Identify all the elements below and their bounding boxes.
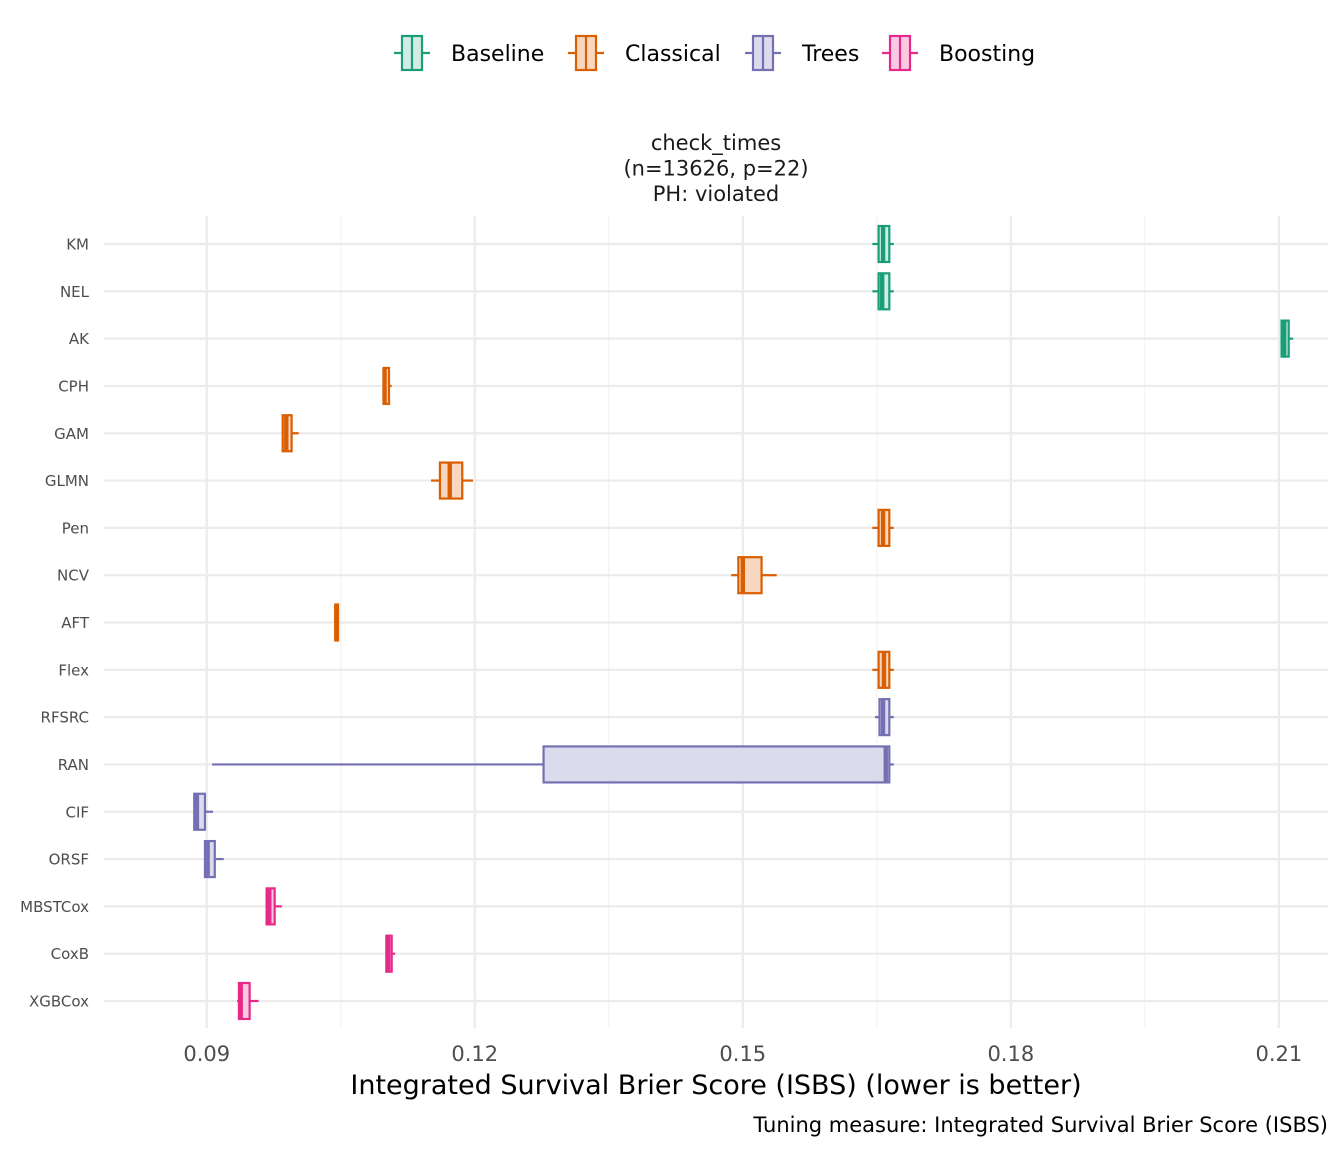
box-ak bbox=[1280, 319, 1294, 358]
legend: Baseline Classical Trees Boosting bbox=[394, 34, 1035, 72]
x-axis-title: Integrated Survival Brier Score (ISBS) (… bbox=[350, 1070, 1081, 1101]
box-coxb bbox=[385, 934, 396, 973]
box-iqr bbox=[203, 839, 216, 879]
y-tick-label: GLMN bbox=[45, 472, 89, 490]
box-ran bbox=[212, 745, 894, 784]
legend-item-classical: Classical bbox=[568, 34, 721, 72]
y-tick-label: XGBCox bbox=[29, 993, 89, 1011]
y-tick-label: RFSRC bbox=[41, 709, 89, 727]
box-glmn bbox=[430, 461, 473, 500]
facet-title-line: (n=13626, p=22) bbox=[623, 157, 808, 181]
box-iqr bbox=[193, 792, 207, 831]
x-tick-label: 0.15 bbox=[719, 1042, 766, 1066]
box-flex bbox=[872, 650, 894, 689]
box-aft bbox=[334, 603, 340, 642]
box-orsf bbox=[203, 839, 224, 879]
y-axis-labels: KM NEL AK CPH GAM GLMN Pen NCV AFT Flex RFSRC RAN CI… bbox=[20, 236, 90, 1011]
y-tick-label: NCV bbox=[57, 567, 90, 585]
legend-label: Baseline bbox=[451, 42, 544, 67]
facet-title: check_times(n=13626, p=22)PH: violated bbox=[623, 131, 808, 206]
x-tick-label: 0.18 bbox=[987, 1042, 1034, 1066]
box-mbstcox bbox=[265, 887, 282, 926]
box-ncv bbox=[731, 556, 777, 595]
grid bbox=[104, 216, 1328, 1028]
facet-title-line: PH: violated bbox=[653, 182, 780, 206]
box-gam bbox=[281, 414, 299, 453]
x-tick-label: 0.21 bbox=[1255, 1042, 1302, 1066]
x-tick-label: 0.09 bbox=[183, 1042, 230, 1066]
legend-label: Boosting bbox=[939, 42, 1035, 67]
y-tick-label: CIF bbox=[65, 803, 89, 821]
caption: Tuning measure: Integrated Survival Brie… bbox=[752, 1113, 1328, 1137]
box-km bbox=[872, 224, 894, 264]
box-rfsrc bbox=[875, 698, 894, 737]
box-cif bbox=[193, 792, 213, 831]
facet-title-line: check_times bbox=[651, 131, 781, 156]
box-nel bbox=[872, 272, 894, 311]
x-axis-tick-labels: 0.09 0.12 0.15 0.18 0.21 bbox=[183, 1042, 1302, 1066]
y-tick-label: ORSF bbox=[49, 851, 89, 869]
legend-item-trees: Trees bbox=[745, 34, 859, 72]
y-tick-label: AK bbox=[69, 330, 90, 348]
y-tick-label: AFT bbox=[61, 614, 90, 632]
y-tick-label: GAM bbox=[54, 425, 89, 443]
box-cph bbox=[382, 366, 392, 406]
y-tick-label: NEL bbox=[60, 283, 90, 301]
box-pen bbox=[872, 508, 894, 547]
y-tick-label: KM bbox=[66, 236, 89, 254]
y-tick-label: Flex bbox=[58, 661, 89, 679]
y-tick-label: Pen bbox=[62, 519, 89, 537]
box-xgbcox bbox=[237, 981, 259, 1021]
legend-label: Trees bbox=[801, 42, 859, 67]
legend-item-baseline: Baseline bbox=[394, 34, 544, 72]
y-tick-label: MBSTCox bbox=[20, 898, 89, 916]
boxes bbox=[193, 224, 1294, 1021]
x-tick-label: 0.12 bbox=[451, 1042, 498, 1066]
legend-label: Classical bbox=[625, 42, 721, 67]
y-tick-label: RAN bbox=[58, 756, 89, 774]
y-tick-label: CPH bbox=[58, 377, 89, 395]
box-iqr bbox=[542, 745, 891, 784]
y-tick-label: CoxB bbox=[51, 945, 89, 963]
legend-item-boosting: Boosting bbox=[882, 34, 1035, 72]
